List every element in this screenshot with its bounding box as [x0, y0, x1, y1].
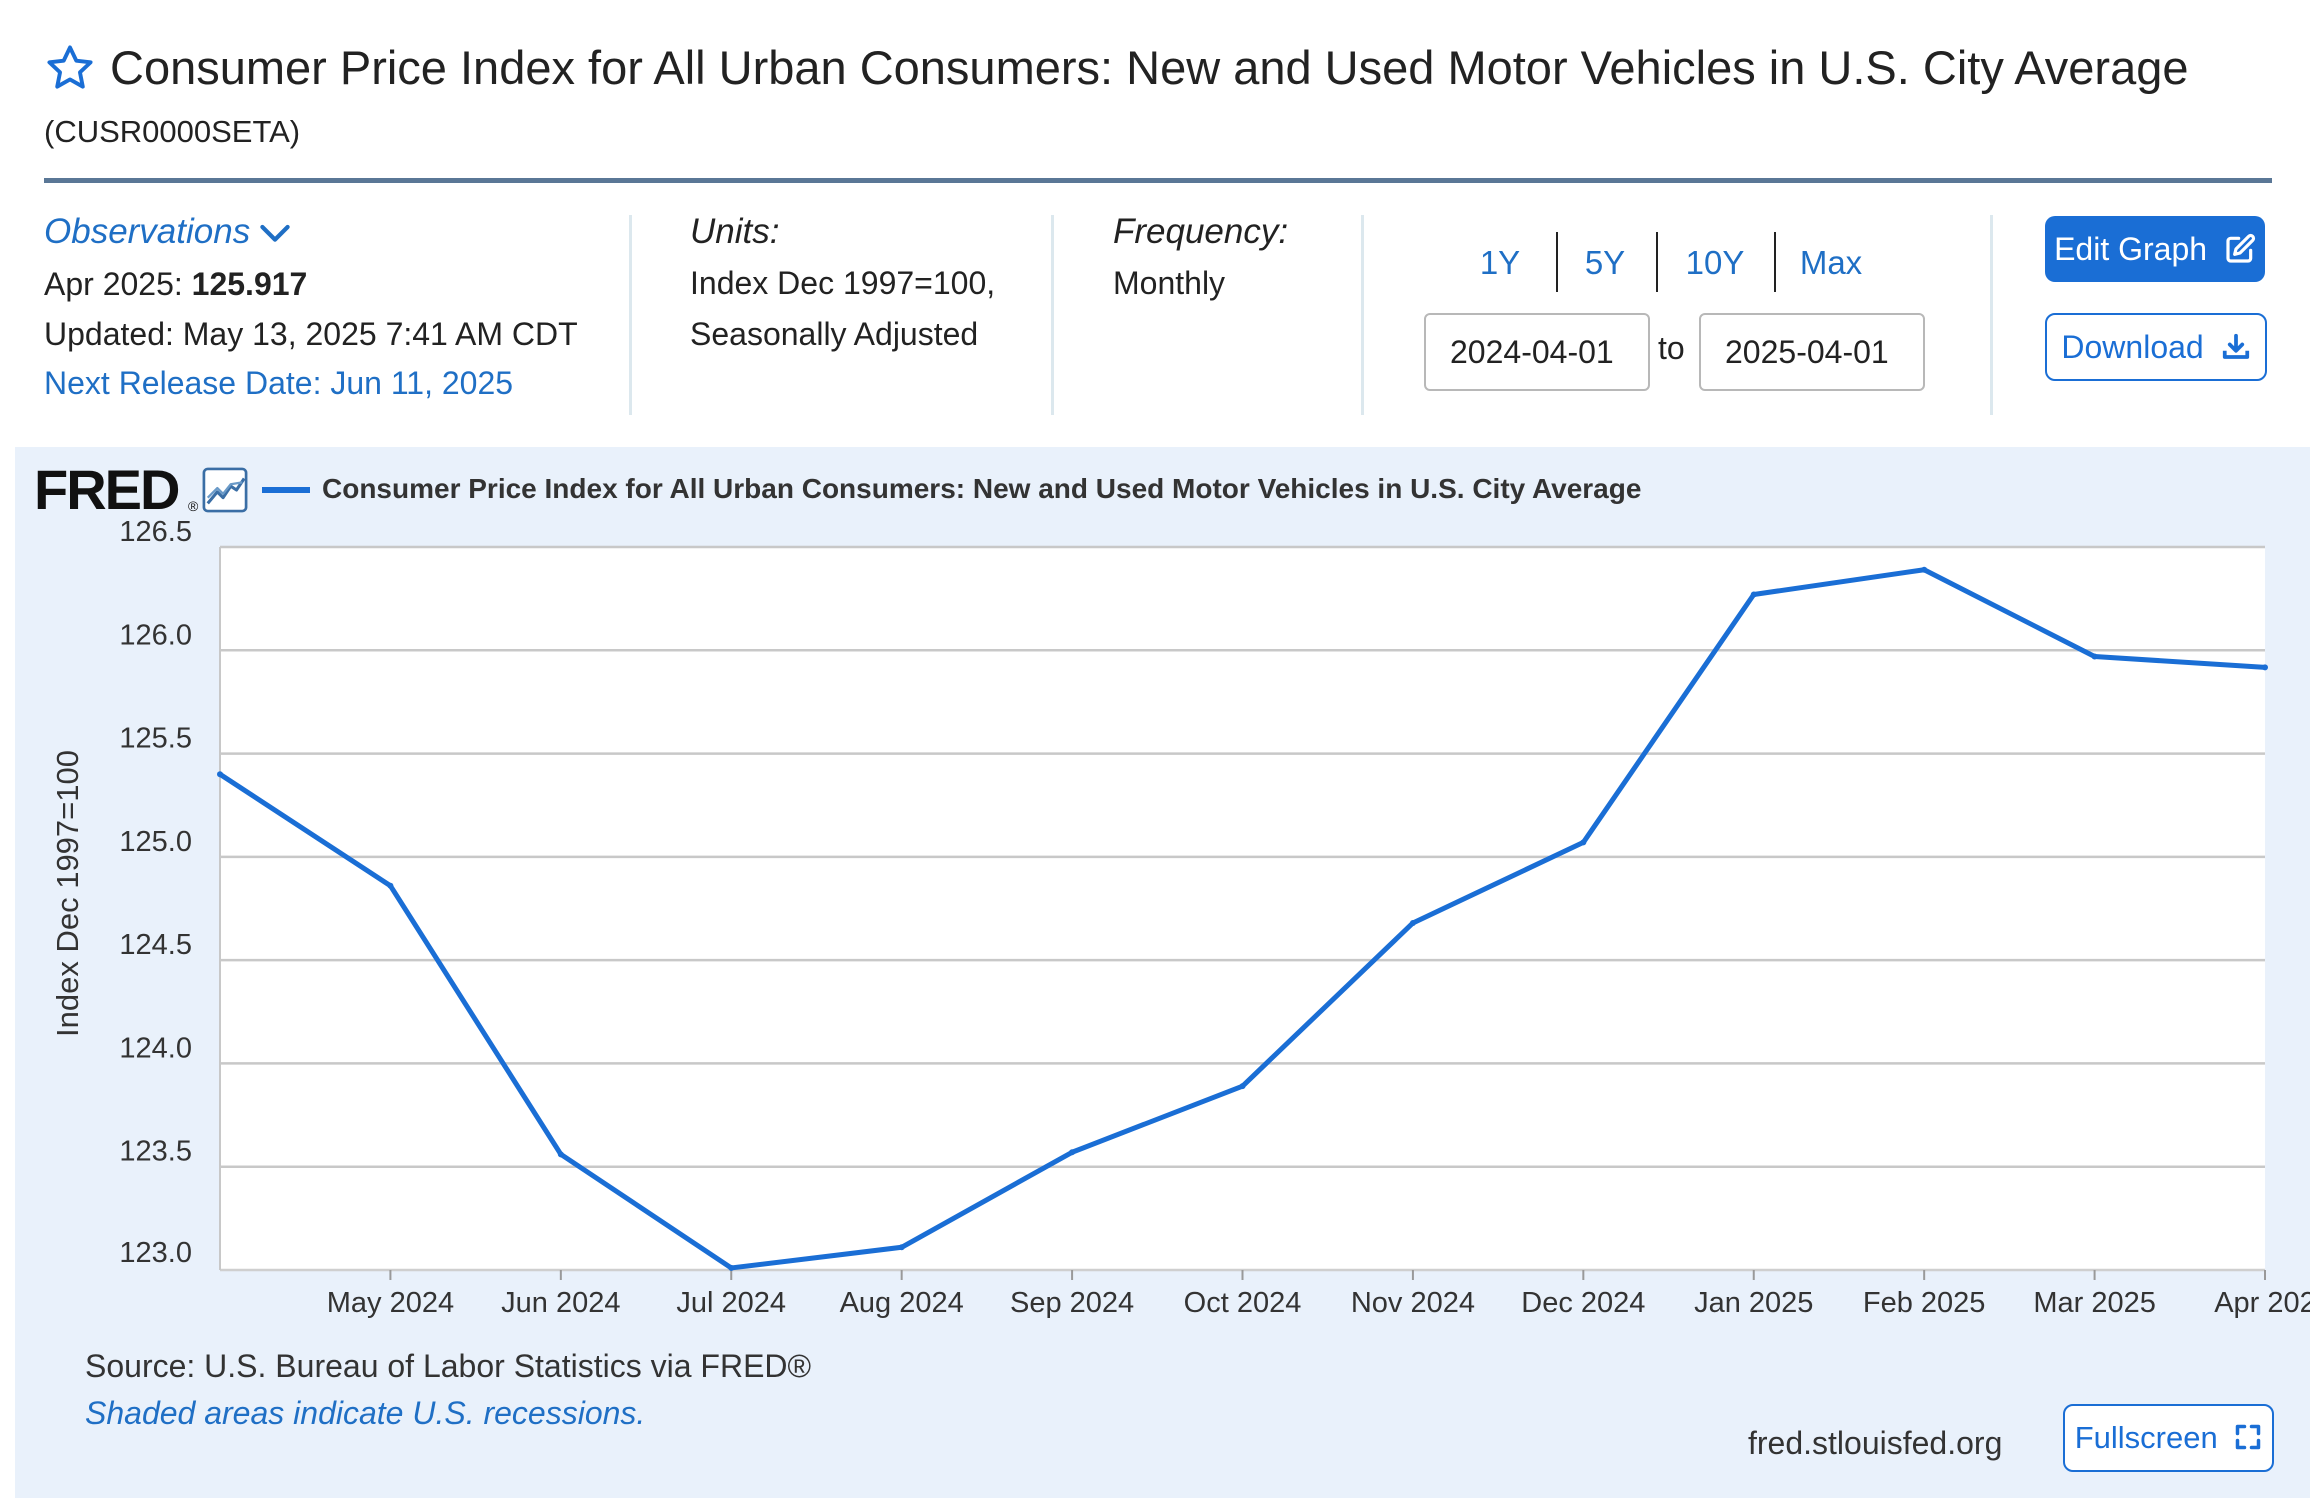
- data-point[interactable]: [1069, 1149, 1076, 1156]
- x-tick-label: Feb 2025: [1863, 1287, 1986, 1319]
- x-tick-label: Aug 2024: [840, 1287, 964, 1319]
- latest-observation: Apr 2025: 125.917: [44, 263, 307, 305]
- range-max-button[interactable]: Max: [1799, 244, 1863, 281]
- observations-toggle[interactable]: Observations: [44, 212, 251, 251]
- page-title: Consumer Price Index for All Urban Consu…: [110, 41, 2189, 94]
- header-divider: [44, 178, 2272, 183]
- edit-graph-label: Edit Graph: [2054, 231, 2208, 267]
- chevron-down-icon[interactable]: [258, 220, 292, 248]
- data-point[interactable]: [1239, 1083, 1246, 1090]
- data-point[interactable]: [728, 1264, 735, 1271]
- x-axis-ticks: May 2024 Jun 2024 Jul 2024 Aug 2024 Sep 2024…: [327, 1270, 2310, 1319]
- y-tick-label: 124.5: [119, 929, 192, 961]
- start-date-input[interactable]: [1424, 313, 1650, 391]
- fullscreen-button[interactable]: Fullscreen: [2063, 1404, 2274, 1472]
- recession-note: Shaded areas indicate U.S. recessions.: [85, 1395, 646, 1431]
- x-tick-label: Mar 2025: [2033, 1287, 2156, 1319]
- updated-timestamp: Updated: May 13, 2025 7:41 AM CDT: [44, 316, 578, 352]
- x-tick-label: Jun 2024: [501, 1287, 620, 1319]
- data-point[interactable]: [2262, 664, 2268, 671]
- x-tick-label: Oct 2024: [1184, 1287, 1302, 1319]
- fred-logo: FRED: [34, 458, 180, 521]
- units-value-line2: Seasonally Adjusted: [690, 316, 979, 352]
- plot-area: [220, 547, 2265, 1270]
- data-point[interactable]: [1409, 919, 1416, 926]
- observation-value: 125.917: [191, 266, 308, 302]
- range-separator: [1556, 232, 1558, 292]
- x-tick-label: Dec 2024: [1521, 1287, 1645, 1319]
- end-date-input[interactable]: [1699, 313, 1925, 391]
- x-tick-label: Sep 2024: [1010, 1287, 1134, 1319]
- data-point[interactable]: [898, 1244, 905, 1251]
- y-axis-label: Index Dec 1997=100: [50, 750, 85, 1037]
- data-point[interactable]: [1750, 591, 1757, 598]
- y-tick-label: 123.5: [119, 1136, 192, 1168]
- meta-divider: [1990, 215, 1993, 415]
- range-to-label: to: [1658, 330, 1685, 366]
- y-tick-label: 123.0: [119, 1237, 192, 1269]
- x-tick-label: Jul 2024: [676, 1287, 786, 1319]
- observation-date: Apr 2025:: [44, 266, 183, 302]
- y-axis-ticks: 126.5 126.0 125.5 125.0 124.5 124.0 123.5 123.0: [119, 516, 192, 1269]
- y-tick-label: 124.0: [119, 1032, 192, 1064]
- range-5y-button[interactable]: 5Y: [1584, 244, 1626, 281]
- range-separator: [1656, 232, 1658, 292]
- meta-divider: [629, 215, 632, 415]
- data-point[interactable]: [1580, 839, 1587, 846]
- data-point[interactable]: [387, 882, 394, 889]
- units-label: Units:: [690, 212, 780, 251]
- site-url: fred.stlouisfed.org: [1748, 1425, 2003, 1461]
- fullscreen-label: Fullscreen: [2074, 1420, 2218, 1455]
- download-icon: [2222, 333, 2249, 359]
- star-icon[interactable]: [44, 42, 96, 94]
- x-tick-label: May 2024: [327, 1287, 454, 1319]
- range-1y-button[interactable]: 1Y: [1479, 244, 1521, 281]
- fullscreen-icon: [2236, 1424, 2261, 1450]
- fred-logo-registered: ®: [188, 498, 199, 514]
- units-value-line1: Index Dec 1997=100,: [690, 265, 996, 301]
- x-tick-label: Jan 2025: [1694, 1287, 1813, 1319]
- y-tick-label: 125.0: [119, 826, 192, 858]
- y-tick-label: 125.5: [119, 723, 192, 755]
- data-point[interactable]: [2091, 653, 2098, 660]
- download-button[interactable]: Download: [2045, 313, 2267, 381]
- frequency-value: Monthly: [1113, 265, 1226, 301]
- source-note: Source: U.S. Bureau of Labor Statistics …: [85, 1348, 812, 1384]
- y-tick-label: 126.5: [119, 516, 192, 548]
- meta-divider: [1361, 215, 1364, 415]
- edit-icon: [2226, 233, 2255, 263]
- y-tick-label: 126.0: [119, 619, 192, 651]
- range-10y-button[interactable]: 10Y: [1685, 244, 1745, 281]
- x-tick-label: Apr 202: [2214, 1287, 2310, 1319]
- x-tick-label: Nov 2024: [1351, 1287, 1475, 1319]
- line-chart-icon: [202, 467, 248, 513]
- data-point[interactable]: [557, 1151, 564, 1158]
- edit-graph-button[interactable]: Edit Graph: [2045, 216, 2265, 282]
- legend-label: Consumer Price Index for All Urban Consu…: [322, 473, 1642, 504]
- legend-swatch: [262, 487, 310, 493]
- frequency-label: Frequency:: [1113, 212, 1289, 251]
- download-label: Download: [2061, 329, 2204, 365]
- series-id: (CUSR0000SETA): [44, 114, 301, 149]
- meta-divider: [1051, 215, 1054, 415]
- range-separator: [1774, 232, 1776, 292]
- next-release-link[interactable]: Next Release Date: Jun 11, 2025: [44, 365, 514, 401]
- series-group: [217, 566, 2268, 1271]
- data-point[interactable]: [1921, 566, 1928, 573]
- data-point[interactable]: [217, 771, 223, 778]
